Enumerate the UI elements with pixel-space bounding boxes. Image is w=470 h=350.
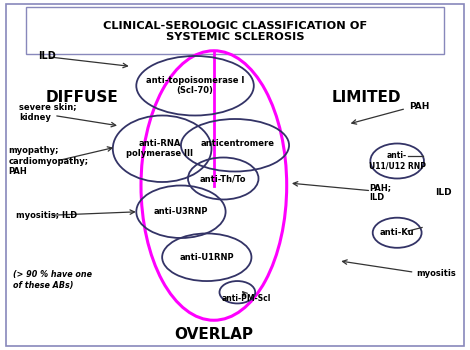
Text: myositis; ILD: myositis; ILD xyxy=(16,211,77,220)
Text: anti-U1RNP: anti-U1RNP xyxy=(180,253,234,262)
Text: anti-
U11/U12 RNP: anti- U11/U12 RNP xyxy=(368,151,426,171)
Text: ILD: ILD xyxy=(435,188,451,197)
Text: PAH: PAH xyxy=(409,102,429,111)
Text: myositis: myositis xyxy=(416,269,456,278)
Text: anti-RNA
polymerase III: anti-RNA polymerase III xyxy=(126,139,193,159)
Text: LIMITED: LIMITED xyxy=(332,91,401,105)
Text: CLINICAL-SEROLOGIC CLASSIFICATION OF
SYSTEMIC SCLEROSIS: CLINICAL-SEROLOGIC CLASSIFICATION OF SYS… xyxy=(103,21,367,42)
Text: anti-PM-Scl: anti-PM-Scl xyxy=(222,294,272,303)
Text: anti-topoisomerase I
(Scl-70): anti-topoisomerase I (Scl-70) xyxy=(146,76,244,96)
Text: anti-Ku: anti-Ku xyxy=(380,228,415,237)
Text: ILD: ILD xyxy=(39,51,56,61)
Text: anti-Th/To: anti-Th/To xyxy=(200,174,246,183)
Text: PAH;
ILD: PAH; ILD xyxy=(369,183,391,202)
Text: DIFFUSE: DIFFUSE xyxy=(46,91,118,105)
Text: anticentromere: anticentromere xyxy=(200,139,274,148)
Text: severe skin;
kidney: severe skin; kidney xyxy=(19,102,77,122)
Text: OVERLAP: OVERLAP xyxy=(174,327,253,342)
Text: (> 90 % have one
of these ABs): (> 90 % have one of these ABs) xyxy=(13,270,92,290)
Text: anti-U3RNP: anti-U3RNP xyxy=(154,207,208,216)
Text: myopathy;
cardiomyopathy;
PAH: myopathy; cardiomyopathy; PAH xyxy=(8,146,88,176)
